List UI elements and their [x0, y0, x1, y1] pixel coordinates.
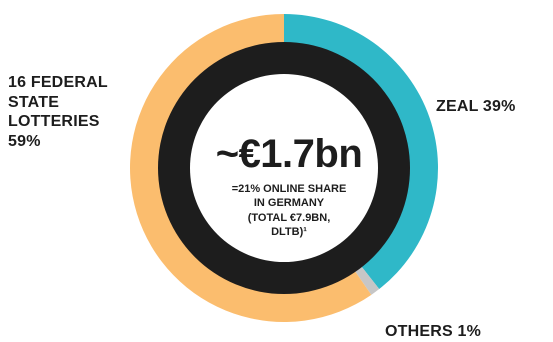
slice-zeal	[284, 14, 438, 290]
center-note: =21% ONLINE SHARE IN GERMANY (TOTAL €7.9…	[231, 183, 347, 238]
slice-label-others: OTHERS 1%	[385, 323, 482, 340]
slice-label-federal-state-lotteries: 16 FEDERAL STATE LOTTERIES 59%	[8, 74, 108, 150]
slice-label-zeal: ZEAL 39%	[436, 98, 516, 115]
center-total-value: ~€1.7bn	[215, 132, 363, 176]
center-hole	[190, 74, 378, 262]
